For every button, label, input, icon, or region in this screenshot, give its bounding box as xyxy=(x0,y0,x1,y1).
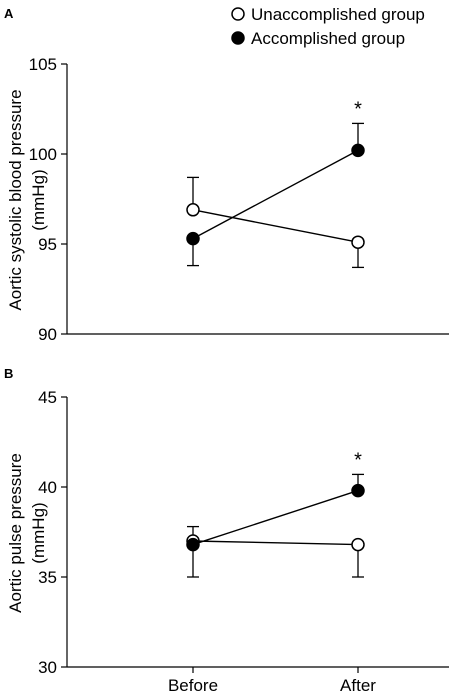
legend-label-accomplished: Accomplished group xyxy=(251,29,405,48)
legend-label-unaccomplished: Unaccomplished group xyxy=(251,5,425,24)
data-point-filled xyxy=(351,143,365,158)
panel-b: B Aortic pulse pressure (mmHg) 30 35 40 45 B… xyxy=(4,366,449,695)
series-line xyxy=(192,540,359,546)
data-point-filled xyxy=(186,231,200,246)
data-point-open xyxy=(351,537,365,552)
y-tick-label: 40 xyxy=(38,478,57,497)
data-point-open xyxy=(351,235,365,249)
series-line xyxy=(192,489,359,546)
series-line xyxy=(192,209,359,243)
y-tick-label: 45 xyxy=(38,388,57,407)
y-axis-label-a: Aortic systolic blood pressure xyxy=(6,89,25,310)
y-axis-label-b: Aortic pulse pressure xyxy=(6,453,25,613)
panel-a: A Aortic systolic blood pressure (mmHg) … xyxy=(4,6,449,344)
x-tick-label: After xyxy=(340,676,376,695)
axes-a: 90 95 100 105 xyxy=(29,55,449,344)
y-axis-unit-a: (mmHg) xyxy=(29,169,48,230)
data-point-filled xyxy=(351,483,365,498)
y-tick-label: 105 xyxy=(29,55,57,74)
significance-marker: * xyxy=(354,449,362,471)
y-tick-label: 30 xyxy=(38,658,57,677)
y-axis-unit-b: (mmHg) xyxy=(29,502,48,563)
legend-filled-marker xyxy=(231,31,245,45)
y-tick-label: 90 xyxy=(38,325,57,344)
data-point-filled xyxy=(186,537,200,552)
marks-b: * xyxy=(186,449,365,578)
y-tick-label: 100 xyxy=(29,145,57,164)
axes-b: 30 35 40 45 Before After xyxy=(38,388,449,695)
x-tick-label: Before xyxy=(168,676,218,695)
significance-marker: * xyxy=(354,98,362,120)
legend-open-marker xyxy=(231,7,245,21)
marks-a: * xyxy=(186,98,365,269)
y-tick-label: 95 xyxy=(38,235,57,254)
panel-letter-b: B xyxy=(4,366,13,381)
y-tick-label: 35 xyxy=(38,568,57,587)
panel-letter-a: A xyxy=(4,6,14,21)
data-point-open xyxy=(186,203,200,217)
series-line xyxy=(192,149,359,240)
legend: Unaccomplished group Accomplished group xyxy=(231,5,425,48)
